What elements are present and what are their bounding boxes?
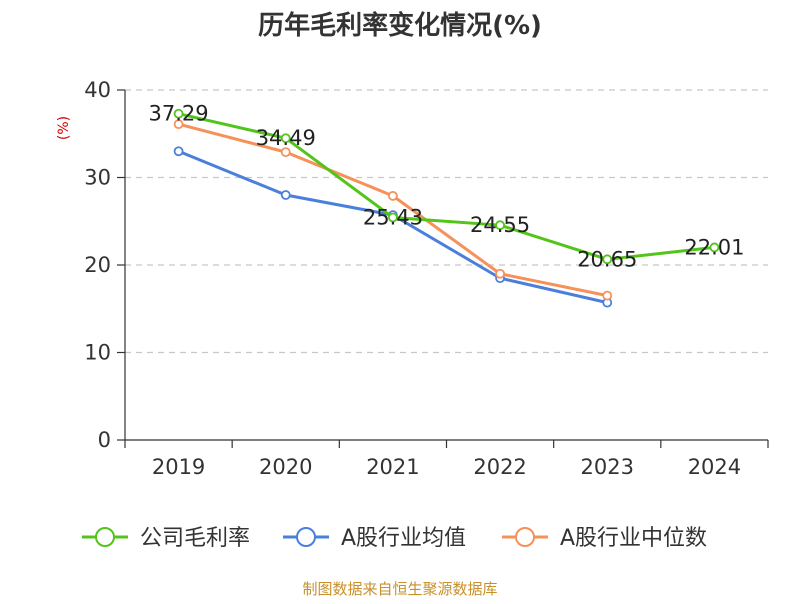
y-axis-label: (%) bbox=[56, 116, 72, 140]
chart-title: 历年毛利率变化情况(%) bbox=[258, 10, 542, 41]
series-line bbox=[178, 112, 715, 261]
data-label-layer: 37.29 34.49 25.43 24.55 20.65 22.01 bbox=[149, 102, 745, 272]
data-point bbox=[388, 212, 398, 223]
x-tick-label: 2019 bbox=[152, 455, 205, 479]
y-tick-label: 40 bbox=[84, 78, 111, 102]
data-label: 24.55 bbox=[470, 213, 530, 237]
x-tick-label: 2024 bbox=[688, 455, 741, 479]
legend-item[interactable]: A股行业均值 bbox=[283, 526, 466, 551]
legend-item[interactable]: A股行业中位数 bbox=[502, 526, 707, 551]
data-point bbox=[709, 242, 720, 253]
x-tick-label: 2020 bbox=[259, 455, 312, 479]
grid-layer bbox=[125, 89, 768, 354]
data-point bbox=[388, 190, 398, 201]
data-point bbox=[173, 146, 184, 157]
data-label: 25.43 bbox=[363, 205, 423, 229]
data-point bbox=[495, 220, 505, 231]
data-label: 22.01 bbox=[684, 235, 744, 259]
x-tick-label: 2023 bbox=[581, 455, 634, 479]
legend-swatch-marker bbox=[95, 527, 115, 547]
data-point bbox=[602, 290, 613, 301]
legend-label: 公司毛利率 bbox=[140, 526, 250, 551]
data-point bbox=[495, 268, 505, 279]
axis-layer: 0 10 20 30 40 2019 2020 2021 2022 2023 2024 bbox=[84, 78, 769, 479]
legend-label: A股行业中位数 bbox=[560, 526, 707, 551]
data-point bbox=[173, 119, 184, 130]
series-layer bbox=[173, 108, 720, 308]
y-tick-label: 0 bbox=[98, 428, 111, 452]
x-tick-label: 2021 bbox=[366, 455, 419, 479]
source-note: 制图数据来自恒生聚源数据库 bbox=[302, 580, 497, 598]
legend-label: A股行业均值 bbox=[341, 526, 466, 551]
legend-item[interactable]: 公司毛利率 bbox=[82, 526, 250, 551]
data-point bbox=[280, 190, 291, 200]
data-label: 37.29 bbox=[149, 102, 209, 126]
legend-swatch-marker bbox=[296, 527, 316, 547]
data-point bbox=[173, 108, 184, 119]
legend[interactable]: 公司毛利率 A股行业均值 A股行业中位数 bbox=[82, 526, 707, 551]
y-tick-label: 10 bbox=[84, 341, 111, 365]
data-label: 34.49 bbox=[256, 126, 316, 150]
data-point bbox=[280, 147, 291, 158]
data-point bbox=[602, 254, 613, 265]
x-tick-label: 2022 bbox=[473, 455, 526, 479]
y-tick-label: 30 bbox=[84, 166, 111, 190]
y-tick-label: 20 bbox=[84, 253, 111, 277]
legend-swatch-marker bbox=[515, 527, 535, 547]
data-label: 20.65 bbox=[577, 247, 637, 271]
data-point bbox=[280, 133, 291, 144]
